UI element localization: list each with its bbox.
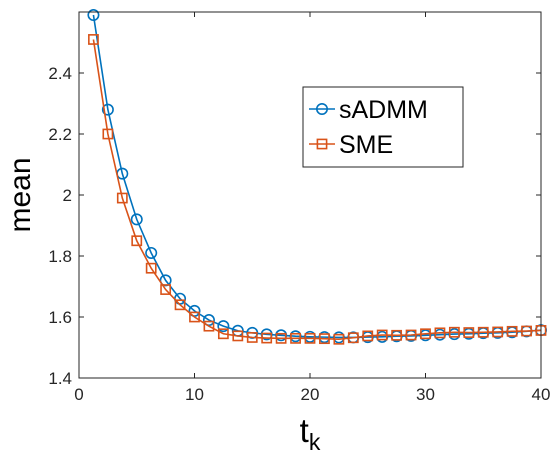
- data-point-sADMM: [130, 213, 143, 226]
- data-point-SME: [347, 332, 359, 344]
- data-point-sADMM: [145, 246, 158, 259]
- legend-entry-SME: SME: [309, 131, 393, 159]
- x-axis-label-main: t: [300, 412, 309, 449]
- data-point-SME: [160, 284, 172, 295]
- data-point-SME: [405, 329, 417, 341]
- y-tick-label: 1.4: [48, 369, 72, 388]
- axis-labels: mean tk: [4, 157, 321, 455]
- series-SME: [88, 34, 547, 345]
- data-point-SME: [333, 333, 345, 345]
- x-tick-label: 10: [185, 385, 204, 404]
- x-tick-label: 20: [301, 385, 320, 404]
- y-tick-label: 2: [63, 186, 72, 205]
- data-point-SME: [261, 332, 273, 344]
- legend-label: sADMM: [339, 96, 428, 124]
- data-point-SME: [246, 332, 258, 343]
- legend-entry-sADMM: sADMM: [309, 96, 428, 124]
- legend-marker: [316, 138, 328, 150]
- data-point-SME: [362, 330, 374, 342]
- data-point-SME: [174, 299, 186, 311]
- x-tick-label: 0: [74, 385, 83, 404]
- data-point-SME: [304, 332, 316, 344]
- data-point-SME: [290, 332, 301, 344]
- plot-area: [79, 12, 541, 378]
- data-point-SME: [217, 328, 229, 340]
- y-tick-label: 1.6: [48, 308, 72, 327]
- y-tick-label: 2.2: [48, 125, 72, 144]
- data-point-SME: [506, 325, 518, 337]
- data-point-sADMM: [217, 320, 230, 333]
- data-point-sADMM: [101, 103, 114, 116]
- data-point-SME: [391, 329, 403, 341]
- data-point-SME: [319, 333, 330, 345]
- data-point-sADMM: [87, 9, 100, 22]
- data-point-SME: [492, 326, 504, 338]
- data-point-SME: [434, 327, 446, 339]
- data-point-SME: [189, 311, 200, 323]
- data-point-SME: [203, 320, 215, 332]
- data-point-SME: [463, 327, 475, 338]
- legend: sADMM SME: [302, 86, 464, 168]
- series-layer: [87, 9, 547, 345]
- x-tick-label: 40: [532, 385, 551, 404]
- data-point-SME: [448, 326, 460, 338]
- x-axis-label-subscript: k: [309, 429, 321, 455]
- data-point-SME: [420, 328, 431, 340]
- data-point-SME: [232, 330, 244, 342]
- data-point-SME: [275, 332, 287, 344]
- series-line-sADMM: [92, 14, 542, 339]
- data-point-SME: [131, 235, 143, 247]
- x-axis-label: tk: [300, 412, 321, 455]
- data-point-SME: [145, 262, 157, 274]
- data-point-SME: [477, 326, 489, 338]
- plot-background: [79, 12, 541, 378]
- y-tick-label: 1.8: [48, 247, 72, 266]
- legend-box: [302, 86, 464, 168]
- legend-marker: [315, 103, 328, 116]
- data-point-SME: [376, 329, 388, 341]
- y-axis-label: mean: [4, 157, 37, 232]
- y-tick-label: 2.4: [48, 64, 72, 83]
- legend-label: SME: [339, 131, 393, 159]
- x-tick-label: 30: [416, 385, 435, 404]
- data-point-SME: [102, 128, 114, 140]
- data-point-SME: [116, 192, 128, 204]
- series-line-SME: [92, 39, 542, 341]
- data-point-SME: [521, 325, 532, 337]
- data-point-SME: [88, 34, 99, 45]
- tick-marks: 0 10 20 30 40 1.4 1.6 1.8 2 2.2 2.4: [48, 12, 550, 404]
